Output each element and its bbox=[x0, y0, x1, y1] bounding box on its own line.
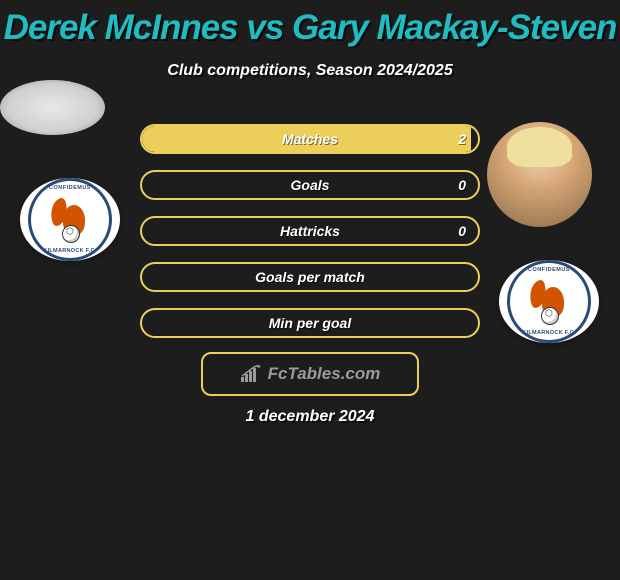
stat-bar: Min per goal bbox=[140, 308, 480, 338]
badge-text-top: CONFIDEMUS bbox=[49, 185, 91, 191]
stat-label: Min per goal bbox=[269, 315, 351, 331]
stat-label: Goals bbox=[291, 177, 330, 193]
badge-text-bottom: KILMARNOCK F.C. bbox=[522, 330, 575, 336]
squirrel-icon bbox=[529, 279, 569, 325]
page-title: Derek McInnes vs Gary Mackay-Steven bbox=[0, 0, 620, 48]
stat-bar: Hattricks 0 bbox=[140, 216, 480, 246]
page-subtitle: Club competitions, Season 2024/2025 bbox=[0, 62, 620, 80]
player-2-avatar bbox=[487, 122, 592, 227]
player-1-avatar bbox=[0, 80, 105, 135]
stat-label: Hattricks bbox=[280, 223, 340, 239]
chart-icon bbox=[240, 365, 262, 383]
squirrel-icon bbox=[50, 197, 90, 243]
stat-value: 0 bbox=[458, 223, 466, 239]
site-logo-text: FcTables.com bbox=[268, 364, 381, 384]
stat-label: Goals per match bbox=[255, 269, 365, 285]
stat-value: 2 bbox=[458, 131, 466, 147]
stat-bar: Matches 2 bbox=[140, 124, 480, 154]
stat-bar: Goals 0 bbox=[140, 170, 480, 200]
player-1-club-badge: CONFIDEMUS KILMARNOCK F.C. bbox=[20, 178, 120, 261]
stat-label: Matches bbox=[282, 131, 338, 147]
stat-value: 0 bbox=[458, 177, 466, 193]
footer-date: 1 december 2024 bbox=[0, 408, 620, 426]
player-2-club-badge: CONFIDEMUS KILMARNOCK F.C. bbox=[499, 260, 599, 343]
badge-text-top: CONFIDEMUS bbox=[528, 267, 570, 273]
stat-bar: Goals per match bbox=[140, 262, 480, 292]
stats-list: Matches 2 Goals 0 Hattricks 0 Goals per match M… bbox=[140, 124, 480, 354]
site-logo: FcTables.com bbox=[201, 352, 419, 396]
badge-text-bottom: KILMARNOCK F.C. bbox=[43, 248, 96, 254]
